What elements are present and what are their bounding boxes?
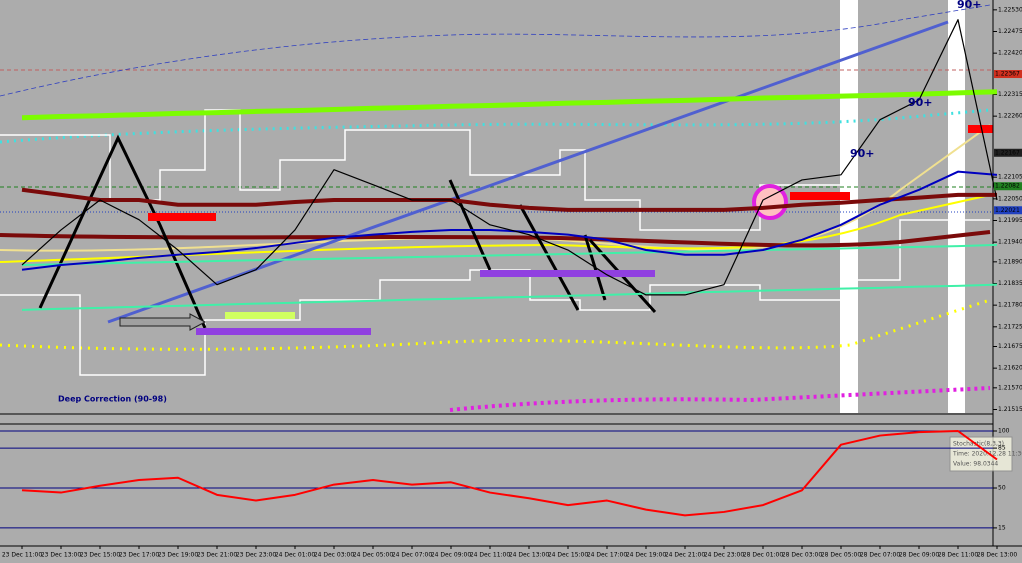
zone [480,270,655,277]
annotation: 90+ [850,147,875,160]
series-line [21,170,998,271]
y-tick-label: 1.22050 [998,195,1022,202]
x-tick-label: 23 Dec 15:00 [80,552,121,559]
y-tick-label: 15 [998,524,1006,531]
price-label-box [994,206,1022,215]
x-tick-label: 28 Dec 11:00 [938,552,979,559]
x-tick-label: 24 Dec 01:00 [275,552,316,559]
x-tick-label: 24 Dec 23:00 [704,552,745,559]
y-tick-label: 1.22315 [998,91,1022,98]
tooltip-text: Stochastic(8,3,3) [953,441,1004,448]
y-tick-label: 1.22475 [998,28,1022,35]
price-label: 1.22167 [995,149,1020,156]
envelope [0,298,991,351]
series-line [21,19,998,296]
channel-upper [0,109,840,231]
tooltip: Stochastic(8,3,3) Time: 2020.12.28 11:30 V… [949,436,1022,472]
y-tick-label: 1.21890 [998,258,1022,265]
tooltip-text: Value: 98.0344 [953,461,998,468]
y-tick-label: 1.22530 [998,6,1022,13]
zone [968,125,993,133]
y-tick-label: 1.21570 [998,384,1022,391]
x-tick-label: 24 Dec 13:00 [509,552,550,559]
tooltip-text: Time: 2020.12.28 11:30 [952,451,1022,458]
x-tick-label: 28 Dec 09:00 [899,552,940,559]
y-tick-label: 50 [998,485,1006,492]
series-line [21,283,998,311]
x-tick-label: 23 Dec 11:00 [2,552,43,559]
x-tick-label: 24 Dec 05:00 [353,552,394,559]
y-tick-label: 1.22105 [998,174,1022,181]
x-tick-label: 23 Dec 23:00 [236,552,277,559]
trend-arrow [107,20,949,324]
y-tick-label: 1.22260 [998,113,1022,120]
y-tick-label: 100 [998,428,1010,435]
x-tick-label: 23 Dec 17:00 [119,552,160,559]
series-line [21,243,998,266]
zone [790,192,850,200]
dots [449,386,991,412]
price-label: 1.22082 [995,183,1020,190]
y-tick-label: 1.21675 [998,343,1022,350]
series-line [21,187,997,212]
annotation: Deep Correction (90-98) [58,395,167,404]
x-tick-label: 24 Dec 21:00 [665,552,706,559]
x-tick-label: 23 Dec 21:00 [197,552,238,559]
series-line [21,430,998,517]
x-tick-label: 24 Dec 11:00 [470,552,511,559]
x-tick-label: 24 Dec 03:00 [314,552,355,559]
zone [148,213,216,221]
arrow [119,313,207,331]
x-tick-label: 24 Dec 09:00 [431,552,472,559]
x-tick-label: 28 Dec 03:00 [782,552,823,559]
y-tick-label: 85 [998,445,1006,452]
x-tick-label: 28 Dec 05:00 [821,552,862,559]
x-tick-label: 23 Dec 13:00 [41,552,82,559]
zone [225,312,295,319]
y-tick-label: 1.21515 [998,406,1022,413]
x-tick-label: 23 Dec 19:00 [158,552,199,559]
annotation: 90+ [957,0,982,11]
series-line [21,89,998,121]
price-label: 1.22021 [995,207,1020,214]
x-tick-label: 24 Dec 17:00 [587,552,628,559]
x-tick-label: 28 Dec 01:00 [743,552,784,559]
y-tick-label: 1.21995 [998,217,1022,224]
price-label-box [994,148,1022,157]
ma-line [0,230,991,248]
price-label: 1.22367 [995,71,1020,78]
highlight-circle [752,184,788,220]
y-tick-label: 1.21940 [998,239,1022,246]
session-band [948,0,965,413]
x-tick-label: 24 Dec 07:00 [392,552,433,559]
zigzag [38,134,657,329]
zone [196,328,371,335]
x-tick-label: 28 Dec 13:00 [977,552,1018,559]
y-tick-label: 1.21725 [998,323,1022,330]
annotation: 90+ [908,96,933,109]
x-tick-label: 24 Dec 15:00 [548,552,589,559]
price-label-box [994,182,1022,191]
tooltip-box [949,436,1013,472]
y-tick-label: 1.22420 [998,50,1022,57]
session-band [840,0,858,413]
y-tick-label: 1.21620 [998,365,1022,372]
y-tick-label: 1.21780 [998,302,1022,309]
x-tick-label: 28 Dec 07:00 [860,552,901,559]
price-label-box [994,70,1022,79]
x-tick-label: 24 Dec 19:00 [626,552,667,559]
envelope [0,4,991,97]
y-tick-label: 1.21835 [998,280,1022,287]
